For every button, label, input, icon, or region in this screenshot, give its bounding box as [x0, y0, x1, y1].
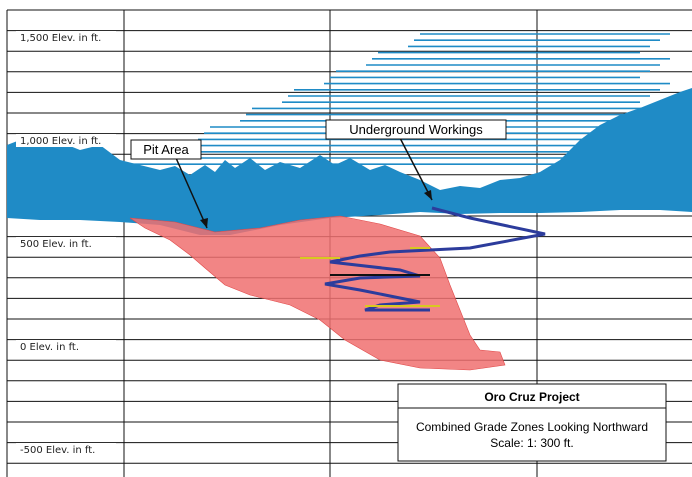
callout-box [130, 139, 202, 160]
callout-arrow [175, 157, 208, 229]
label-bg [16, 134, 116, 147]
title-box [397, 383, 667, 462]
subtitle: Combined Grade Zones Looking Northward [416, 420, 648, 434]
elevation-label: 1,500 Elev. in ft. [20, 33, 101, 44]
arrowhead [200, 218, 208, 228]
label-bg [16, 31, 116, 44]
label-bg [16, 237, 116, 250]
label-bg [16, 443, 116, 456]
callout-arrow [399, 137, 433, 201]
callout-box [325, 119, 507, 140]
elevation-label: -500 Elev. in ft. [20, 445, 95, 456]
grade-zone [129, 215, 506, 371]
topography [7, 88, 692, 235]
callout-label: Underground Workings [349, 122, 483, 137]
arrowhead [424, 190, 432, 200]
label-bg [16, 340, 116, 353]
title: Oro Cruz Project [484, 390, 579, 404]
elevation-label: 500 Elev. in ft. [20, 239, 92, 250]
callout-label: Pit Area [143, 142, 189, 157]
elevation-label: 1,000 Elev. in ft. [20, 136, 101, 147]
elevation-label: 0 Elev. in ft. [20, 342, 79, 353]
scale: Scale: 1: 300 ft. [490, 436, 573, 450]
